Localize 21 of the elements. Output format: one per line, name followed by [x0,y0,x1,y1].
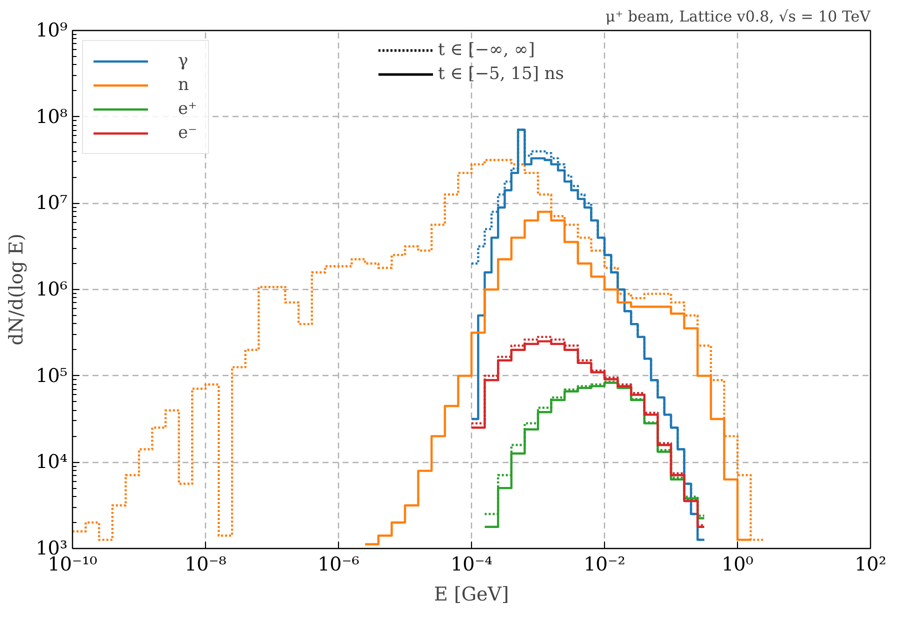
y-tick-label: 10⁸ [36,106,68,128]
annotation: t ∈ [−∞, ∞] [438,40,535,60]
chart-title: μ⁺ beam, Lattice v0.8, √s = 10 TeV [605,8,872,26]
x-tick-label: 10⁻² [584,554,626,576]
y-tick-label: 10⁵ [36,364,68,387]
y-tick-label: 10⁷ [36,192,68,214]
x-tick-label: 10² [854,554,886,576]
legend-label: e⁻ [178,123,198,143]
y-tick-label: 10⁹ [36,20,68,42]
x-tick-label: 10⁻⁸ [184,554,227,576]
x-tick-label: 10⁻⁶ [318,554,360,576]
y-axis-title: dN/d(log E) [6,234,28,346]
legend-label: γ [178,51,190,71]
legend-label: e⁺ [178,99,198,119]
legend-label: n [178,75,190,95]
x-tick-label: 10⁻⁴ [450,554,493,576]
annotation: t ∈ [−5, 15] ns [438,64,564,84]
x-axis-title: E [GeV] [434,584,509,606]
y-tick-label: 10⁶ [36,278,68,300]
y-tick-label: 10⁴ [36,451,68,474]
x-tick-label: 10⁰ [722,554,754,576]
